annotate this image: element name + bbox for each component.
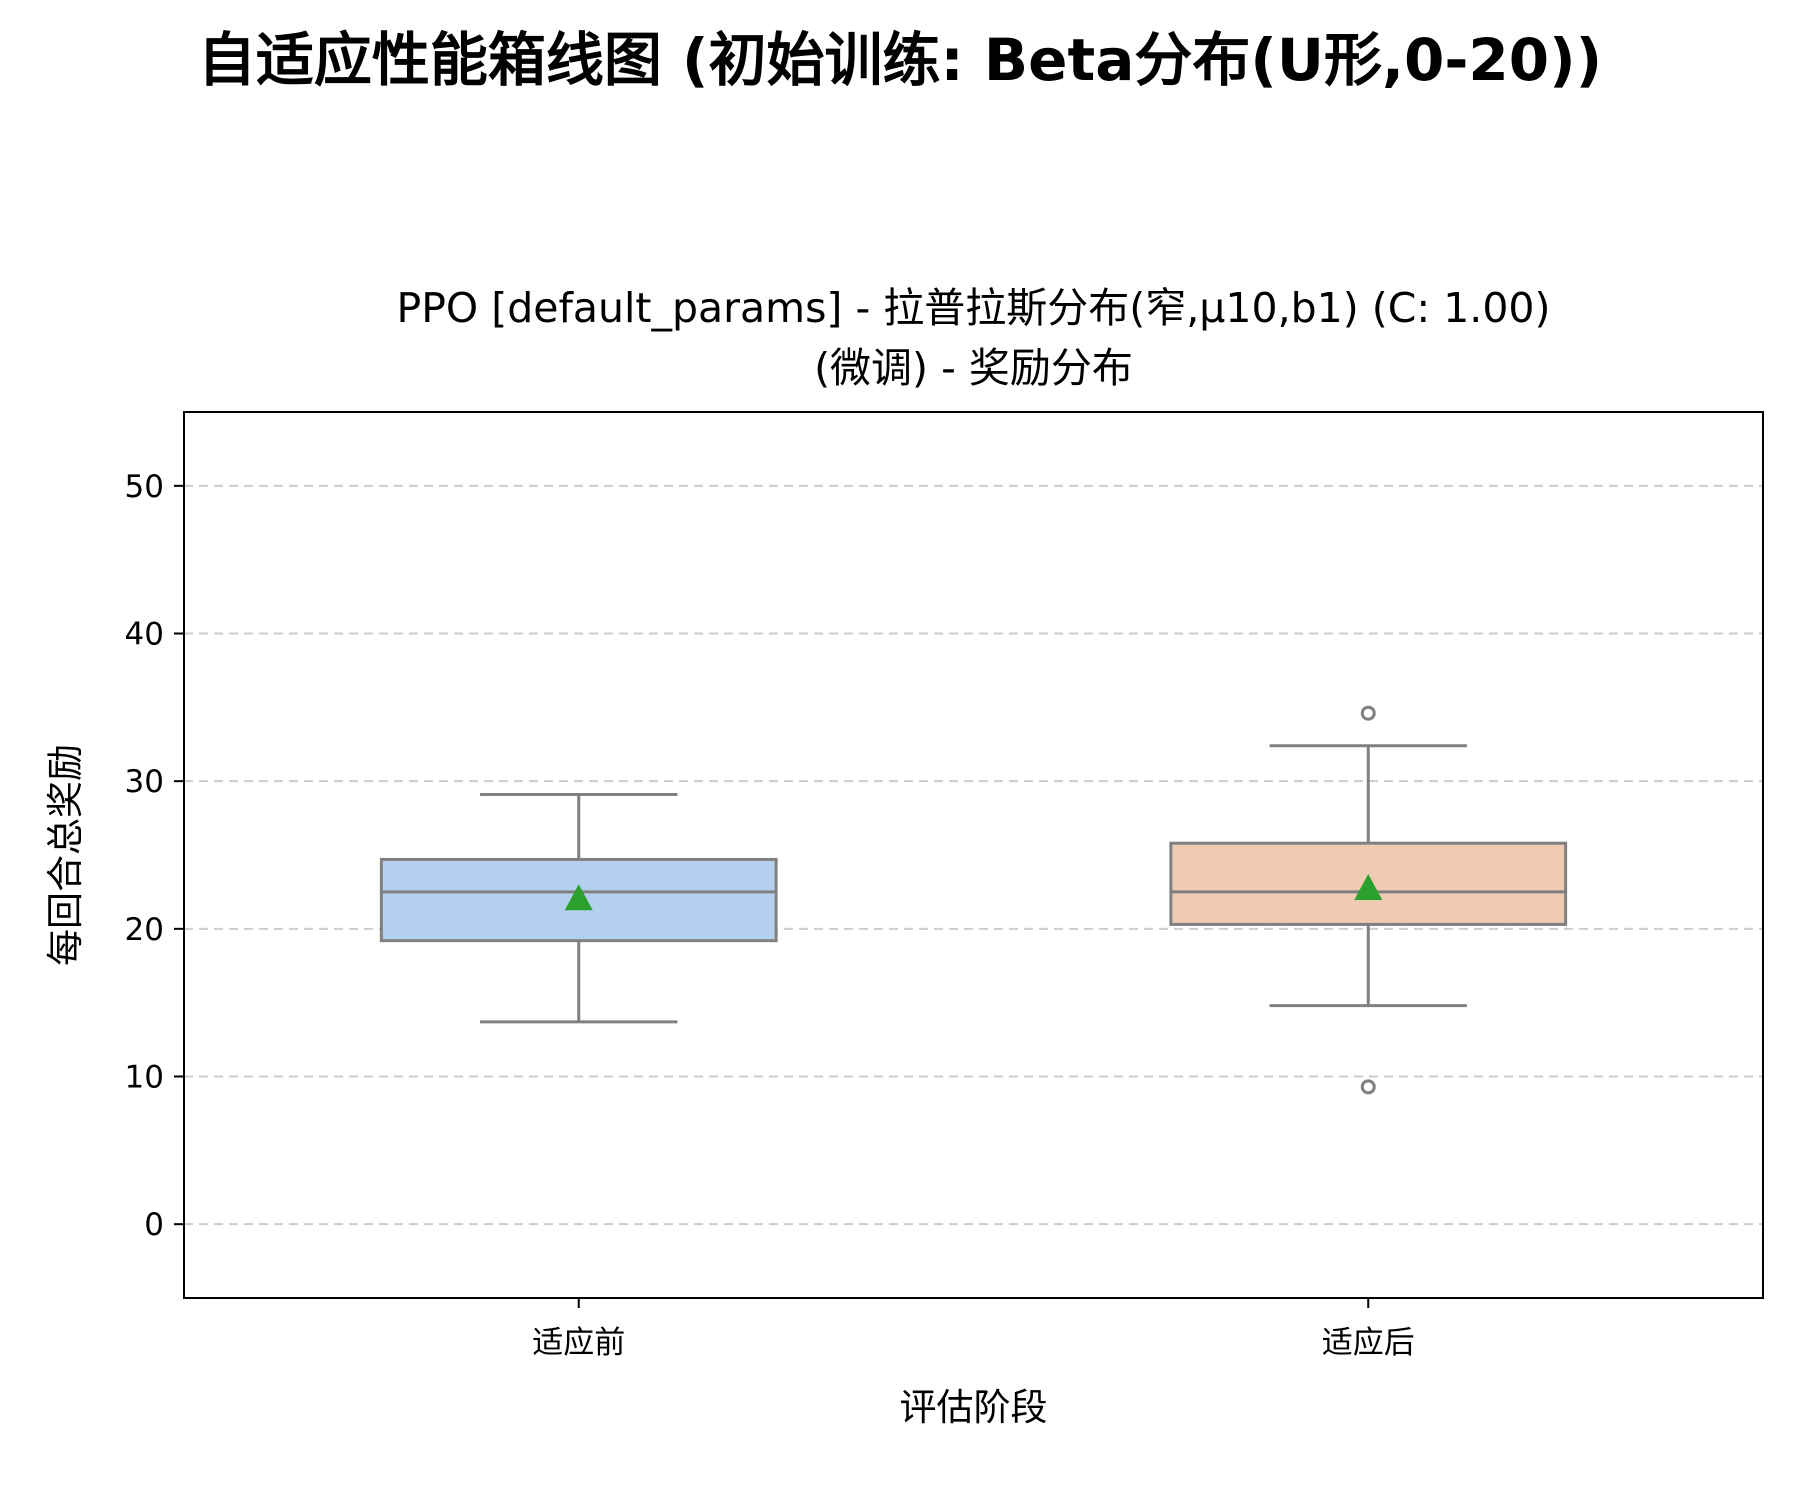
y-axis-label: 每回合总奖励 xyxy=(44,744,87,966)
box-iqr xyxy=(379,857,778,943)
y-tick-label: 0 xyxy=(144,1207,164,1243)
mean-marker xyxy=(564,884,593,911)
axes-title-line: PPO [default_params] - 拉普拉斯分布(窄,μ10,b1) … xyxy=(396,284,1550,332)
axes-title-line: (微调) - 奖励分布 xyxy=(814,344,1133,392)
x-tick-label: 适应后 xyxy=(1322,1325,1415,1361)
x-tick-label: 适应前 xyxy=(532,1325,625,1361)
axes-frame xyxy=(183,411,1764,1299)
x-axis-label: 评估阶段 xyxy=(900,1386,1048,1429)
y-tick-label: 40 xyxy=(125,617,164,653)
y-tick-label: 10 xyxy=(125,1060,164,1096)
y-tick-label: 20 xyxy=(125,912,164,948)
mean-marker xyxy=(1354,873,1383,900)
outlier-point xyxy=(1360,705,1376,721)
y-tick-label: 30 xyxy=(125,764,164,800)
outlier-point xyxy=(1360,1079,1376,1095)
figure-suptitle: 自适应性能箱线图 (初始训练: Beta分布(U形,0-20)) xyxy=(198,26,1602,94)
y-tick-label: 50 xyxy=(125,469,164,505)
